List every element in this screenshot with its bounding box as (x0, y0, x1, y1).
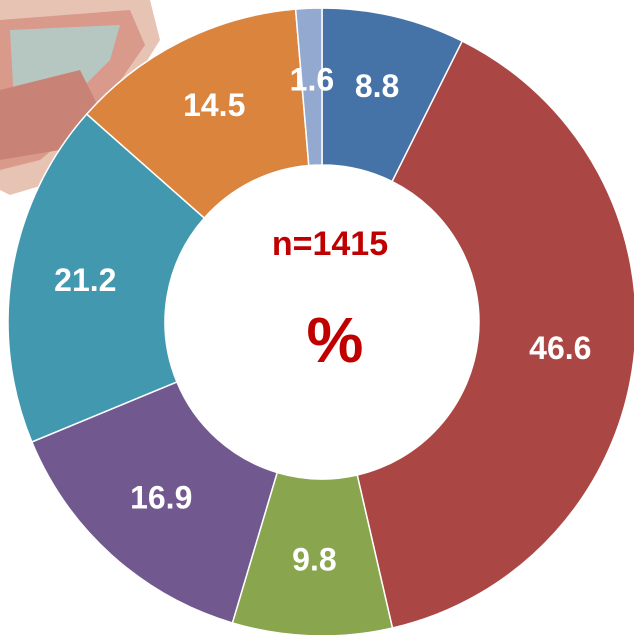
data-label: 16.9 (130, 480, 192, 516)
data-label: 14.5 (183, 87, 245, 123)
data-label: 8.8 (355, 68, 399, 104)
center-unit: % (307, 304, 364, 376)
data-label: 21.2 (54, 262, 116, 298)
data-label: 46.6 (529, 330, 591, 366)
data-label: 1.6 (290, 62, 334, 98)
center-label: n=1415 (272, 225, 388, 263)
chart: 8.8 46.6 9.8 16.9 21.2 14.5 1.6 n=1415 % (0, 0, 634, 635)
data-label: 9.8 (292, 541, 336, 577)
